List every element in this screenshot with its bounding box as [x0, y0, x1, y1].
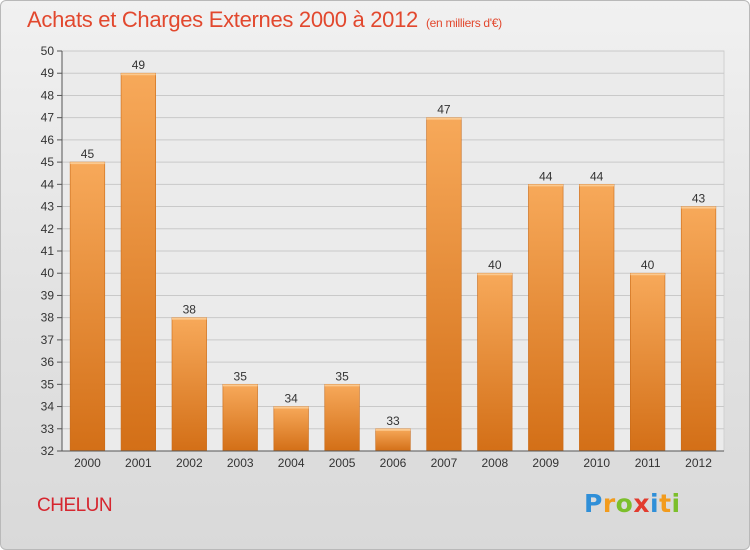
x-tick-label: 2004 [278, 456, 305, 470]
bar-highlight [324, 384, 360, 387]
y-tick-label: 35 [41, 377, 55, 391]
y-tick-label: 38 [41, 311, 55, 325]
bar-value-label: 38 [183, 303, 197, 317]
x-tick-label: 2003 [227, 456, 254, 470]
bar[interactable] [69, 161, 106, 452]
x-tick-label: 2012 [685, 456, 712, 470]
y-tick-label: 37 [41, 333, 55, 347]
y-axis: 32 33 34 35 36 37 38 39 40 41 42 43 44 45 46 47 48 49 50 [41, 44, 63, 458]
bar-value-label: 35 [234, 369, 248, 383]
bars: 45 49 38 35 34 35 33 47 40 44 44 40 43 [69, 58, 717, 452]
bar[interactable] [171, 317, 207, 452]
bar-value-label: 44 [539, 169, 553, 183]
bar[interactable] [324, 384, 360, 452]
bar-highlight [477, 273, 513, 276]
y-tick-label: 50 [41, 44, 55, 58]
bar-highlight [70, 162, 105, 165]
bar[interactable] [579, 184, 615, 452]
x-tick-label: 2000 [74, 456, 101, 470]
bar-value-label: 45 [81, 147, 95, 161]
x-tick-label: 2009 [532, 456, 559, 470]
bar[interactable] [477, 272, 513, 452]
x-tick-label: 2008 [481, 456, 508, 470]
bar[interactable] [426, 117, 462, 452]
chart-title: Achats et Charges Externes 2000 à 2012 (e… [27, 7, 502, 33]
y-tick-label: 48 [41, 88, 55, 102]
x-tick-label: 2010 [583, 456, 610, 470]
logo-letter: t [659, 489, 672, 518]
bar-value-label: 47 [437, 103, 451, 117]
x-tick-label: 2005 [329, 456, 356, 470]
bar-highlight [681, 206, 716, 209]
bar-value-label: 34 [284, 392, 298, 406]
bar[interactable] [528, 184, 564, 452]
x-tick-label: 2007 [431, 456, 458, 470]
x-axis: 2000 2001 2002 2003 2004 2005 2006 2007 2008 2009… [62, 450, 724, 470]
y-tick-label: 45 [41, 155, 55, 169]
logo-letter: i [650, 489, 660, 518]
bar-highlight [375, 428, 411, 431]
bar-value-label: 44 [590, 169, 604, 183]
y-tick-label: 39 [41, 288, 55, 302]
commune-name: CHELUN [37, 495, 113, 516]
x-tick-label: 2001 [125, 456, 152, 470]
chart-title-text: Achats et Charges Externes 2000 à 2012 [27, 7, 418, 32]
x-tick-label: 2011 [635, 456, 661, 470]
bar[interactable] [375, 428, 411, 452]
y-tick-label: 33 [41, 422, 55, 436]
bar-highlight [426, 117, 462, 120]
bar-highlight [121, 73, 156, 76]
bar[interactable] [273, 406, 309, 452]
bar-value-label: 40 [488, 258, 502, 272]
y-tick-label: 32 [41, 444, 55, 458]
x-tick-label: 2006 [380, 456, 407, 470]
bar[interactable] [222, 384, 258, 452]
bar-highlight [171, 317, 207, 320]
bar-highlight [273, 406, 309, 409]
y-tick-label: 34 [41, 400, 55, 414]
bar-value-label: 35 [335, 369, 349, 383]
y-tick-label: 47 [41, 111, 55, 125]
bar-value-label: 40 [641, 258, 655, 272]
bar-highlight [579, 184, 615, 187]
logo-letter: P [584, 489, 603, 518]
bar-highlight [222, 384, 258, 387]
logo-letter: x [633, 489, 650, 518]
y-tick-label: 42 [41, 222, 55, 236]
y-tick-label: 36 [41, 355, 55, 369]
y-tick-label: 40 [41, 266, 55, 280]
y-tick-label: 49 [41, 66, 55, 80]
logo-letter: r [602, 489, 616, 518]
chart-unit: (en milliers d'€) [425, 16, 502, 30]
bar-value-label: 33 [386, 414, 400, 428]
bar-highlight [528, 184, 564, 187]
logo-letter: i [671, 489, 681, 518]
proxiti-logo[interactable]: Proxiti [584, 489, 681, 518]
y-tick-label: 41 [41, 244, 55, 258]
logo-letter: o [615, 489, 634, 518]
bar-highlight [630, 273, 665, 276]
bar[interactable] [680, 206, 717, 452]
x-tick-label: 2002 [176, 456, 203, 470]
bar-value-label: 43 [692, 192, 706, 206]
y-tick-label: 46 [41, 133, 55, 147]
bar-value-label: 49 [132, 58, 146, 72]
bar[interactable] [120, 72, 156, 452]
bar[interactable] [630, 272, 666, 452]
y-tick-label: 43 [41, 200, 55, 214]
y-tick-label: 44 [41, 177, 55, 191]
